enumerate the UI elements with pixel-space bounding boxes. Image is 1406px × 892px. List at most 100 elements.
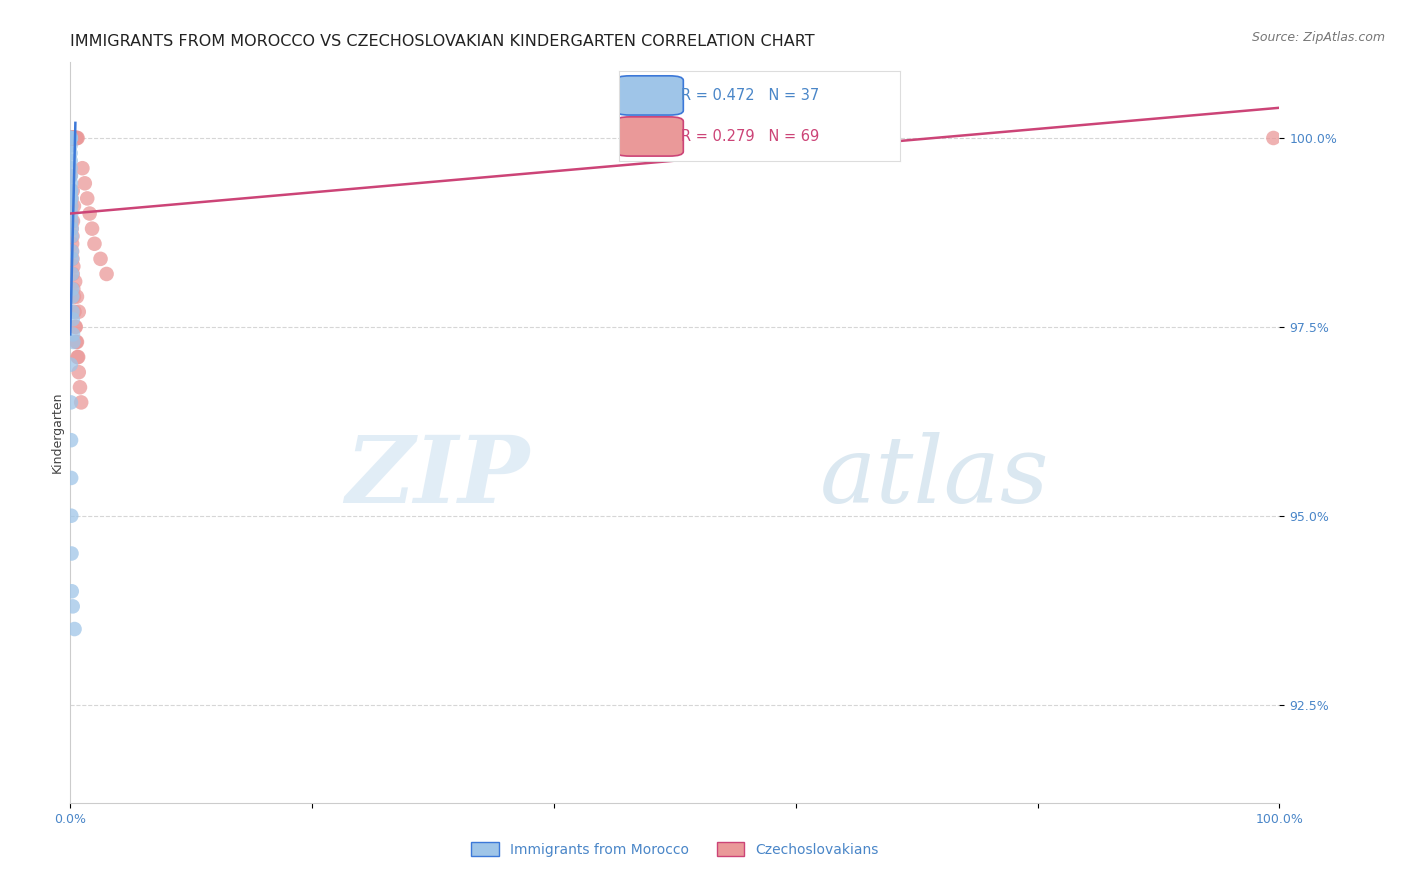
Point — [62, 184, 84, 198]
Point — [59, 161, 82, 176]
Point — [60, 131, 83, 145]
Point — [59, 131, 82, 145]
Legend: Immigrants from Morocco, Czechoslovakians: Immigrants from Morocco, Czechoslovakian… — [465, 837, 884, 863]
Point — [72, 161, 94, 176]
Point — [59, 131, 82, 145]
Point — [59, 146, 82, 161]
Point — [63, 131, 86, 145]
Point — [60, 508, 83, 523]
Point — [76, 191, 98, 205]
Point — [67, 365, 90, 379]
Point — [63, 131, 86, 145]
Point — [65, 131, 87, 145]
Point — [63, 622, 86, 636]
Point — [69, 380, 91, 394]
Point — [62, 312, 84, 326]
Point — [62, 599, 84, 614]
Point — [62, 131, 84, 145]
Point — [62, 131, 84, 145]
Point — [65, 334, 87, 349]
Point — [60, 236, 83, 251]
Point — [60, 199, 83, 213]
Point — [60, 252, 83, 266]
Point — [59, 131, 82, 145]
Point — [60, 206, 83, 220]
Point — [60, 131, 83, 145]
Point — [60, 131, 83, 145]
Point — [62, 267, 84, 281]
Point — [60, 131, 83, 145]
Point — [66, 350, 89, 364]
Point — [62, 131, 84, 145]
Point — [60, 584, 83, 599]
Point — [63, 319, 86, 334]
Point — [60, 221, 83, 235]
Point — [59, 153, 82, 168]
Point — [66, 290, 89, 304]
Point — [60, 191, 83, 205]
Point — [60, 177, 83, 191]
Point — [60, 184, 83, 198]
Point — [60, 191, 83, 205]
Point — [62, 214, 84, 228]
Point — [60, 131, 83, 145]
FancyBboxPatch shape — [616, 76, 683, 115]
Point — [60, 244, 83, 259]
Point — [59, 131, 82, 145]
Text: Source: ZipAtlas.com: Source: ZipAtlas.com — [1251, 31, 1385, 45]
Point — [62, 131, 84, 145]
Text: R = 0.279   N = 69: R = 0.279 N = 69 — [681, 129, 818, 144]
Point — [59, 169, 82, 183]
Point — [60, 131, 83, 145]
Point — [63, 199, 86, 213]
Point — [65, 131, 87, 145]
Point — [59, 131, 82, 145]
Point — [67, 350, 90, 364]
Point — [63, 304, 86, 318]
Point — [60, 229, 83, 244]
Point — [59, 169, 82, 183]
Point — [62, 252, 84, 266]
Point — [59, 358, 82, 372]
Point — [60, 214, 83, 228]
Point — [90, 252, 111, 266]
Point — [60, 290, 83, 304]
Point — [79, 206, 101, 220]
Point — [60, 267, 83, 281]
Point — [59, 138, 82, 153]
Point — [63, 275, 86, 289]
Point — [66, 131, 89, 145]
Point — [60, 131, 83, 145]
Point — [62, 327, 84, 342]
Text: atlas: atlas — [820, 432, 1049, 522]
Point — [70, 395, 93, 409]
Point — [59, 131, 82, 145]
Point — [60, 471, 83, 485]
Point — [62, 334, 84, 349]
FancyBboxPatch shape — [616, 117, 683, 156]
Point — [59, 131, 82, 145]
Point — [66, 131, 89, 145]
Point — [60, 131, 83, 145]
Point — [63, 290, 86, 304]
Point — [60, 547, 83, 561]
Point — [59, 184, 82, 198]
Point — [67, 304, 90, 318]
Text: IMMIGRANTS FROM MOROCCO VS CZECHOSLOVAKIAN KINDERGARTEN CORRELATION CHART: IMMIGRANTS FROM MOROCCO VS CZECHOSLOVAKI… — [70, 34, 815, 49]
Point — [59, 395, 82, 409]
Point — [65, 319, 87, 334]
Point — [62, 304, 84, 318]
Point — [60, 191, 83, 205]
Point — [62, 131, 84, 145]
Point — [60, 131, 83, 145]
Point — [60, 433, 83, 447]
Point — [62, 131, 84, 145]
Point — [62, 131, 84, 145]
Point — [60, 221, 83, 235]
Text: R = 0.472   N = 37: R = 0.472 N = 37 — [681, 88, 818, 103]
Point — [62, 282, 84, 296]
Point — [60, 131, 83, 145]
Point — [1263, 131, 1285, 145]
Point — [60, 131, 83, 145]
Point — [60, 282, 83, 296]
